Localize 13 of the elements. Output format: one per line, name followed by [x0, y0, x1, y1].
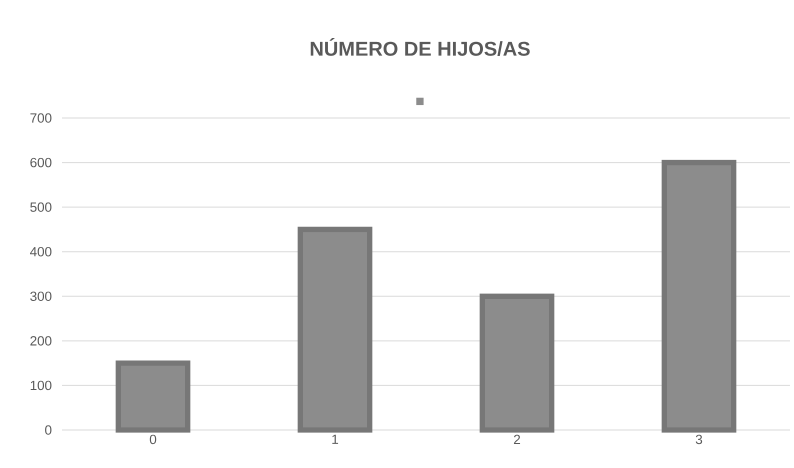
y-tick-label: 400 — [30, 246, 52, 256]
x-tick-label: 1 — [332, 434, 338, 444]
x-tick-label: 0 — [150, 434, 156, 444]
x-tick-label: 2 — [514, 434, 520, 444]
x-tick-label: 3 — [696, 434, 702, 444]
chart-title: NÚMERO DE HIJOS/AS — [310, 38, 530, 56]
y-tick-label: 600 — [30, 158, 52, 168]
y-tick-label: 100 — [30, 380, 52, 390]
y-tick-label: 300 — [30, 292, 52, 301]
y-tick-label: 700 — [30, 113, 52, 123]
y-tick-label: 0 — [45, 425, 52, 435]
y-tick-label: 500 — [30, 202, 52, 212]
y-tick-label: 200 — [30, 336, 52, 346]
